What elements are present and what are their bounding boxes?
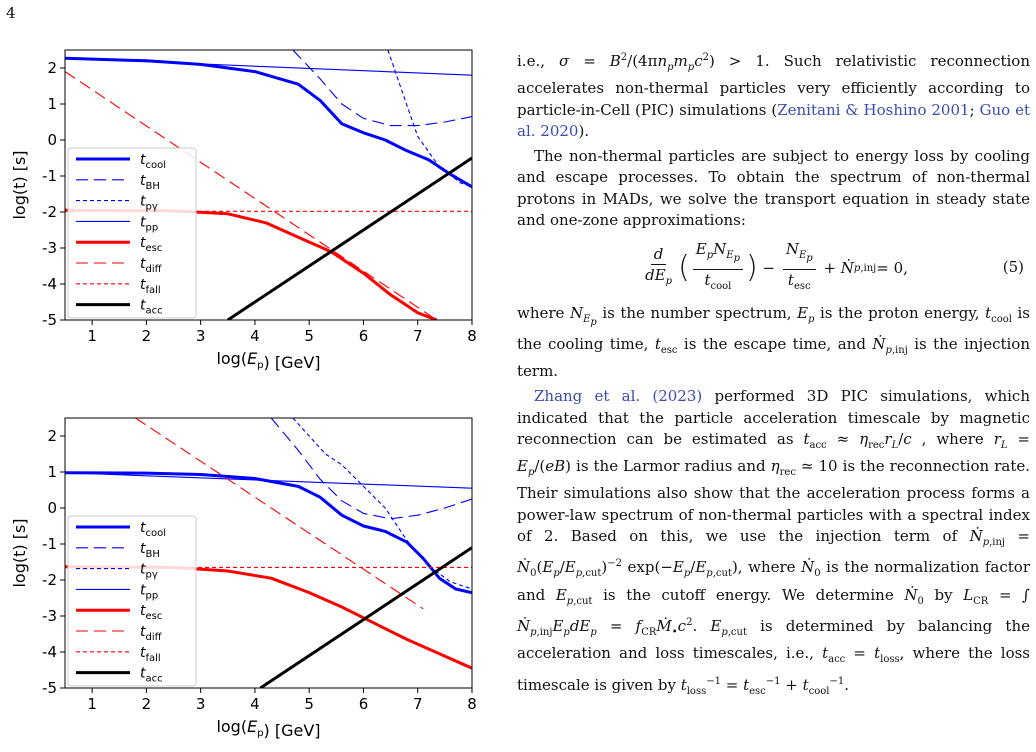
legend-label: tpp bbox=[140, 582, 158, 601]
paragraph-4: Zhang et al. (2023) performed 3D PIC sim… bbox=[517, 387, 1030, 697]
series-group bbox=[65, 418, 472, 688]
legend-label: tpγ bbox=[140, 194, 158, 213]
series-line-t-pgamma bbox=[387, 50, 472, 188]
legend-label: tdiff bbox=[140, 256, 163, 275]
legend-label: tfall bbox=[140, 645, 161, 664]
legend-label: tacc bbox=[140, 298, 163, 317]
y-axis-label: log(t) [s] bbox=[10, 150, 29, 219]
timescale-chart-top: 1 2 3 4 5 6 7 8 2 1 0 -1 -2 -3 -4 -5 log(Ep) [GeV] log(t)… bbox=[10, 49, 477, 372]
y-tick-label: -3 bbox=[42, 239, 57, 257]
x-tick-label: 1 bbox=[87, 327, 97, 345]
y-axis-label: log(t) [s] bbox=[10, 518, 29, 587]
x-tick-label: 4 bbox=[250, 695, 260, 713]
y-tick-label: -5 bbox=[42, 679, 57, 697]
y-tick-label: 2 bbox=[47, 59, 57, 77]
legend-label: tpp bbox=[140, 214, 158, 233]
y-tick-label: -3 bbox=[42, 607, 57, 625]
text-column: i.e., σ = B2/(4πnpmpc2) > 1. Such relati… bbox=[517, 47, 1030, 702]
citation-guo[interactable]: Guo et al. 2020 bbox=[517, 100, 1030, 140]
series-line-t-acc bbox=[259, 546, 472, 688]
legend-label: tesc bbox=[140, 603, 162, 622]
x-tick-label: 4 bbox=[250, 327, 260, 345]
y-tick-label: -4 bbox=[42, 643, 57, 661]
x-tick-label: 8 bbox=[467, 327, 477, 345]
legend-label: tacc bbox=[140, 666, 163, 685]
timescale-figure-bottom: 1 2 3 4 5 6 7 8 2 1 0 -1 -2 -3 -4 -5 log(Ep) [GeV] log(t)… bbox=[0, 388, 500, 748]
y-tick-label: -1 bbox=[42, 535, 57, 553]
x-tick-label: 2 bbox=[142, 695, 152, 713]
y-tick-label: 0 bbox=[47, 499, 57, 517]
series-line-t-pp bbox=[65, 57, 472, 76]
citation-zhang[interactable]: Zhang et al. (2023) bbox=[534, 387, 703, 406]
series-group bbox=[65, 50, 472, 320]
x-tick-label: 7 bbox=[413, 695, 423, 713]
x-tick-label: 8 bbox=[467, 695, 477, 713]
plot-frame bbox=[64, 49, 473, 321]
series-line-t-esc bbox=[65, 565, 472, 670]
page-number: 4 bbox=[6, 4, 16, 22]
series-line-t-BH bbox=[292, 50, 472, 127]
legend-label: tBH bbox=[140, 541, 160, 560]
y-tick-label: -1 bbox=[42, 167, 57, 185]
legend-label: tcool bbox=[140, 152, 166, 171]
x-tick-label: 6 bbox=[359, 695, 369, 713]
equation-number: (5) bbox=[1002, 258, 1024, 277]
legend-label: tcool bbox=[140, 520, 166, 539]
paragraph-2: The non-thermal particles are subject to… bbox=[517, 147, 1030, 230]
x-tick-label: 3 bbox=[196, 327, 206, 345]
series-line-t-diff bbox=[65, 71, 438, 320]
series-line-t-acc bbox=[226, 156, 472, 320]
series-line-t-cool bbox=[65, 471, 472, 595]
legend-label: tdiff bbox=[140, 624, 163, 643]
paragraph-3: where NEp is the number spectrum, Ep is … bbox=[517, 304, 1030, 380]
series-line-t-pp bbox=[65, 472, 472, 489]
x-axis-label: log(Ep) [GeV] bbox=[216, 349, 320, 372]
timescale-figure-top: 1 2 3 4 5 6 7 8 2 1 0 -1 -2 -3 -4 -5 log(Ep) [GeV] log(t)… bbox=[0, 20, 500, 380]
y-tick-label: -2 bbox=[42, 571, 57, 589]
paragraph-1: i.e., σ = B2/(4πnpmpc2) > 1. Such relati… bbox=[517, 52, 1030, 140]
y-tick-label: 1 bbox=[47, 95, 57, 113]
legend-box bbox=[67, 147, 197, 319]
x-tick-label: 7 bbox=[413, 327, 423, 345]
series-line-t-pgamma bbox=[292, 418, 472, 590]
series-line-t-esc bbox=[65, 208, 438, 320]
legend-label: tBH bbox=[140, 173, 160, 192]
y-tick-label: -5 bbox=[42, 311, 57, 329]
x-tick-label: 5 bbox=[304, 695, 314, 713]
y-tick-label: 2 bbox=[47, 427, 57, 445]
y-tick-label: -2 bbox=[42, 203, 57, 221]
series-line-t-diff bbox=[135, 418, 424, 610]
citation-zenitani[interactable]: Zenitani & Hoshino 2001 bbox=[777, 100, 970, 119]
x-tick-label: 2 bbox=[142, 327, 152, 345]
y-tick-label: -4 bbox=[42, 275, 57, 293]
x-tick-label: 1 bbox=[87, 695, 97, 713]
x-tick-label: 6 bbox=[359, 327, 369, 345]
x-axis-label: log(Ep) [GeV] bbox=[216, 717, 320, 740]
y-tick-label: 0 bbox=[47, 131, 57, 149]
y-tick-label: 1 bbox=[47, 463, 57, 481]
series-line-t-BH bbox=[270, 418, 472, 520]
plot-frame bbox=[64, 417, 473, 689]
x-tick-label: 3 bbox=[196, 695, 206, 713]
legend-label: tfall bbox=[140, 277, 161, 296]
legend-label: tpγ bbox=[140, 562, 158, 581]
timescale-chart-bottom: 1 2 3 4 5 6 7 8 2 1 0 -1 -2 -3 -4 -5 log(Ep) [GeV] log(t)… bbox=[10, 417, 477, 740]
x-tick-label: 5 bbox=[304, 327, 314, 345]
legend-label: tesc bbox=[140, 235, 162, 254]
legend-box bbox=[67, 515, 197, 687]
